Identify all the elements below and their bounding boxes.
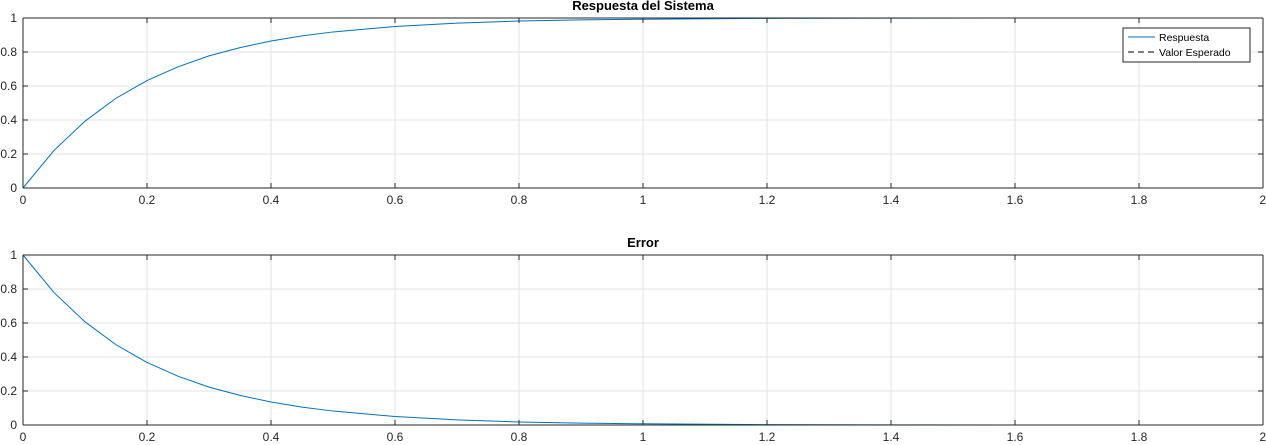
response-legend-label-valor-esperado: Valor Esperado: [1159, 47, 1231, 59]
response-legend-label-respuesta: Respuesta: [1159, 32, 1209, 44]
error-x-tick-label: 0.8: [511, 430, 528, 444]
error-x-tick-label: 1.8: [1131, 430, 1148, 444]
error-x-tick-label: 0.6: [387, 430, 404, 444]
error-y-tick-label: 1: [10, 248, 17, 262]
response-x-tick-label: 1: [640, 193, 647, 207]
response-legend-box: [1122, 27, 1251, 63]
error-x-tick-label: 1.4: [883, 430, 900, 444]
error-y-tick-label: 0.4: [0, 350, 17, 364]
response-x-tick-label: 1.2: [759, 193, 776, 207]
error-x-tick-label: 1: [640, 430, 647, 444]
response-x-tick-label: 1.8: [1131, 193, 1148, 207]
response-y-tick-label: 0.6: [0, 79, 17, 93]
error-y-tick-label: 0.6: [0, 316, 17, 330]
response-x-tick-label: 0: [20, 193, 27, 207]
response-x-tick-label: 1.6: [1007, 193, 1024, 207]
response-y-tick-label: 0.4: [0, 113, 17, 127]
error-y-tick-label: 0.2: [0, 384, 17, 398]
response-y-tick-label: 0: [10, 181, 17, 195]
error-y-tick-label: 0.8: [0, 282, 17, 296]
error-x-tick-label: 0.2: [139, 430, 156, 444]
error-x-tick-label: 1.2: [759, 430, 776, 444]
response-y-tick-label: 0.2: [0, 147, 17, 161]
response-x-tick-label: 2: [1259, 193, 1266, 207]
response-axes: Respuesta del Sistema 0 0.2 0.4 0.6 0.8 1 1.2 1…: [0, 0, 1266, 207]
response-x-tick-label: 0.6: [387, 193, 404, 207]
error-x-tick-label: 0.4: [263, 430, 280, 444]
error-y-tick-label: 0: [10, 418, 17, 432]
response-y-tick-label: 0.8: [0, 45, 17, 59]
response-x-tick-label: 1.4: [883, 193, 900, 207]
error-title: Error: [627, 235, 659, 250]
error-x-tick-label: 0: [20, 430, 27, 444]
error-axes: Error 0 0.2 0.4 0.6 0.8 1 1.2 1.4 1.6 1.8 2 0 0.2 0.4…: [0, 235, 1266, 444]
response-y-tick-label: 1: [10, 11, 17, 25]
response-x-tick-label: 0.2: [139, 193, 156, 207]
response-x-tick-label: 0.4: [263, 193, 280, 207]
response-x-tick-label: 0.8: [511, 193, 528, 207]
error-x-tick-label: 1.6: [1007, 430, 1024, 444]
response-title: Respuesta del Sistema: [572, 0, 714, 13]
error-x-tick-label: 2: [1259, 430, 1266, 444]
